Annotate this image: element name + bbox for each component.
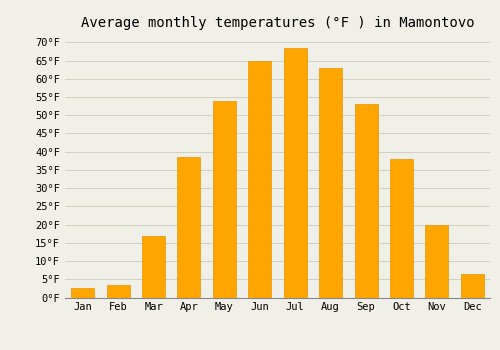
Title: Average monthly temperatures (°F ) in Mamontovo: Average monthly temperatures (°F ) in Ma…: [80, 16, 474, 30]
Bar: [426, 225, 448, 298]
Bar: [354, 104, 378, 298]
Bar: [390, 159, 413, 298]
Bar: [213, 101, 236, 298]
Bar: [461, 274, 484, 298]
Bar: [284, 48, 306, 298]
Bar: [248, 61, 272, 298]
Bar: [106, 285, 130, 298]
Bar: [178, 157, 201, 298]
Bar: [142, 236, 165, 298]
Bar: [319, 68, 342, 298]
Bar: [71, 288, 94, 298]
